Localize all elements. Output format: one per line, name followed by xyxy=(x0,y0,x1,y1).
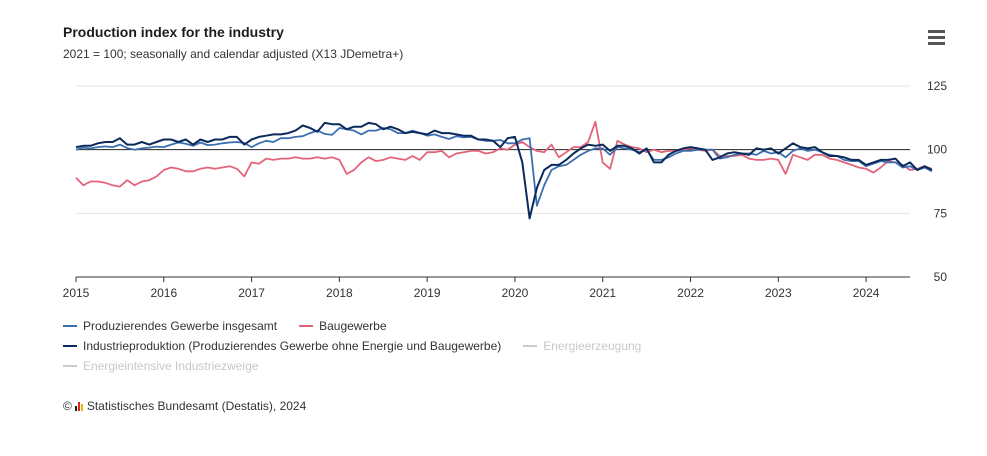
x-tick-label: 2023 xyxy=(765,286,792,300)
y-tick-label: 50 xyxy=(934,270,948,284)
legend-item-energie[interactable]: Energieerzeugung xyxy=(523,339,641,353)
series-line-industrie xyxy=(75,121,933,220)
legend-label-energie: Energieerzeugung xyxy=(543,339,642,353)
legend-item-bau[interactable]: Baugewerbe xyxy=(299,319,387,333)
destatis-logo-icon xyxy=(74,401,84,411)
legend-item-industrie[interactable]: Industrieproduktion (Produzierendes Gewe… xyxy=(63,339,501,353)
chart-container xyxy=(50,10,960,430)
legend-row: Produzierendes Gewerbe insgesamt Baugewe… xyxy=(63,316,743,336)
x-tick-label: 2020 xyxy=(502,286,529,300)
x-tick-label: 2016 xyxy=(150,286,177,300)
x-tick-label: 2018 xyxy=(326,286,353,300)
menu-bar xyxy=(928,42,945,45)
chart-title: Production index for the industry xyxy=(63,24,284,40)
copyright-symbol: © xyxy=(63,399,72,413)
y-tick-label: 125 xyxy=(927,79,947,93)
legend-label-gesamt: Produzierendes Gewerbe insgesamt xyxy=(83,319,278,333)
legend-label-industrie: Industrieproduktion (Produzierendes Gewe… xyxy=(83,339,502,353)
series-line-gesamt xyxy=(75,127,933,207)
x-tick-label: 2017 xyxy=(238,286,265,300)
x-tick-label: 2022 xyxy=(677,286,704,300)
legend-label-bau: Baugewerbe xyxy=(319,319,387,333)
x-tick-label: 2021 xyxy=(589,286,616,300)
x-tick-label: 2019 xyxy=(414,286,441,300)
legend-swatch-energie xyxy=(523,345,538,347)
legend-swatch-gesamt xyxy=(63,325,77,327)
y-tick-label: 75 xyxy=(934,206,948,220)
credits-text: Statistisches Bundesamt (Destatis), 2024 xyxy=(86,399,307,413)
series-line-bau xyxy=(75,120,933,188)
chart-subtitle: 2021 = 100; seasonally and calendar adju… xyxy=(63,47,404,61)
menu-bar xyxy=(928,30,945,33)
legend-row: Industrieproduktion (Produzierendes Gewe… xyxy=(63,336,743,356)
legend-label-energieintensiv: Energieintensive Industriezweige xyxy=(83,359,259,373)
hamburger-menu-icon[interactable] xyxy=(926,30,948,48)
legend: Produzierendes Gewerbe insgesamt Baugewe… xyxy=(63,316,743,376)
credits: © Statistisches Bundesamt (Destatis), 20… xyxy=(63,399,306,413)
y-tick-label: 100 xyxy=(927,143,947,157)
x-tick-label: 2024 xyxy=(853,286,880,300)
legend-item-gesamt[interactable]: Produzierendes Gewerbe insgesamt xyxy=(63,319,277,333)
legend-swatch-energieintensiv xyxy=(63,365,77,367)
legend-row: Energieintensive Industriezweige xyxy=(63,356,743,376)
menu-bar xyxy=(928,36,945,39)
legend-item-energieintensiv[interactable]: Energieintensive Industriezweige xyxy=(63,359,258,373)
legend-swatch-industrie xyxy=(63,345,77,347)
legend-swatch-bau xyxy=(299,325,314,327)
x-tick-label: 2015 xyxy=(63,286,90,300)
